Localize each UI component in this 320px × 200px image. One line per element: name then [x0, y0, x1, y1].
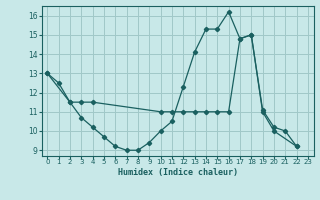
X-axis label: Humidex (Indice chaleur): Humidex (Indice chaleur) — [118, 168, 237, 177]
